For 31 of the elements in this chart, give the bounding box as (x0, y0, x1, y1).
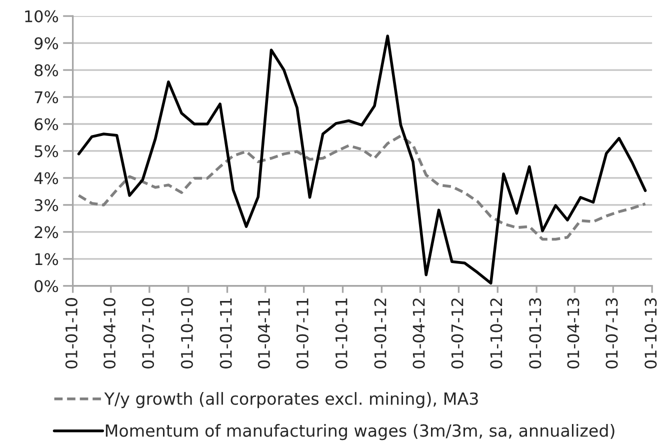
legend-label: Y/y growth (all corporates excl. mining), MA3 (104, 392, 478, 408)
x-tick-label: 01-01-11 (220, 298, 232, 368)
x-tick-label: 01-07-10 (142, 298, 154, 368)
x-tick-label: 01-01-12 (374, 298, 386, 368)
y-tick-label: 4% (34, 172, 58, 184)
y-tick-label: 9% (34, 37, 58, 50)
legend-label: Momentum of manufacturing wages (3m/3m, sa, annualized) (106, 424, 614, 440)
x-tick-label: 01-07-12 (451, 298, 464, 368)
x-tick-label: 01-10-12 (490, 298, 502, 368)
x-tick-label: 01-10-10 (180, 298, 193, 368)
y-tick-label: 3% (34, 199, 58, 212)
y-tick-label: 7% (34, 91, 58, 104)
x-tick-label: 01-04-11 (258, 298, 270, 368)
x-tick-label: 01-07-13 (606, 298, 618, 368)
y-tick-label: 6% (34, 118, 58, 130)
y-tick-label: 2% (34, 226, 58, 238)
y-tick-label: 5% (34, 145, 58, 158)
x-tick-label: 01-01-13 (529, 298, 542, 368)
x-tick-label: 01-04-13 (567, 298, 580, 368)
x-tick-label: 01-04-12 (412, 298, 425, 368)
x-tick-label: 01-01-10 (65, 298, 78, 368)
y-tick-label: 8% (34, 64, 58, 76)
x-tick-label: 01-04-10 (103, 298, 116, 368)
y-tick-label: 10% (25, 10, 58, 22)
x-tick-label: 01-07-11 (296, 298, 308, 368)
x-tick-label: 01-10-11 (335, 298, 348, 368)
line-series (77, 34, 647, 285)
y-tick-label: 1% (35, 253, 58, 266)
line-series (77, 134, 647, 241)
y-tick-label: 0% (34, 280, 58, 292)
x-tick-label: 01-10-13 (644, 298, 657, 368)
